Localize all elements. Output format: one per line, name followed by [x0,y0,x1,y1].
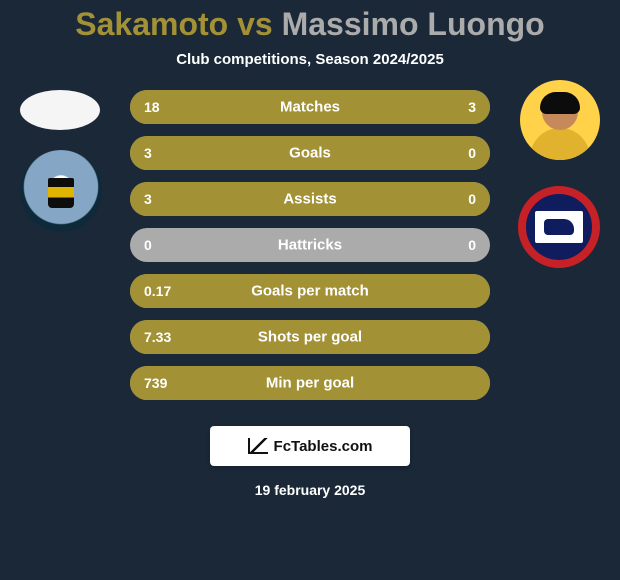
player2-avatar [520,80,600,160]
player2-name: Massimo Luongo [282,6,545,42]
page-title: Sakamoto vs Massimo Luongo [0,6,620,43]
stat-label: Goals [130,145,490,162]
player1-club-badge [20,150,102,232]
vs-separator: vs [228,6,281,42]
fctables-icon [248,438,268,454]
stat-row: 00Hattricks [130,228,490,262]
stat-label: Min per goal [130,375,490,392]
stat-label: Matches [130,99,490,116]
stat-row: 30Goals [130,136,490,170]
bars-area: 183Matches 30Goals 30Assists 00Hattricks 0.1… [0,90,620,400]
stat-row: 183Matches [130,90,490,124]
stat-label: Assists [130,191,490,208]
player1-avatar [20,90,100,130]
stat-label: Goals per match [130,283,490,300]
footer-logo-text: FcTables.com [274,438,373,455]
stat-row: 7.33Shots per goal [130,320,490,354]
stat-row: 739Min per goal [130,366,490,400]
footer-date: 19 february 2025 [0,482,620,498]
subtitle: Club competitions, Season 2024/2025 [0,51,620,68]
footer-logo: FcTables.com [210,426,410,466]
stat-label: Hattricks [130,237,490,254]
comparison-card: Sakamoto vs Massimo Luongo Club competit… [0,0,620,580]
stat-label: Shots per goal [130,329,490,346]
stat-row: 0.17Goals per match [130,274,490,308]
player2-club-badge [518,186,600,268]
player1-name: Sakamoto [75,6,228,42]
stat-bars: 183Matches 30Goals 30Assists 00Hattricks 0.1… [130,90,490,400]
stat-row: 30Assists [130,182,490,216]
